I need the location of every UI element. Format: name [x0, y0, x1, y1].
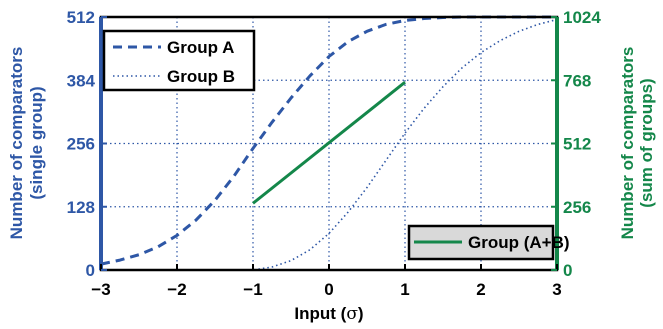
series-line-group-a-b	[252, 81, 406, 205]
legend-group-a-label: Group A	[167, 38, 234, 57]
x-tick-label: −2	[167, 280, 186, 299]
x-axis-label-symbol: σ	[346, 304, 358, 324]
y-right-axis-label-line1: Number of comparators	[618, 47, 637, 240]
legend-bottom: Group (A+B)	[407, 224, 570, 261]
y-right-tick-label: 256	[563, 198, 591, 217]
y-left-axis-label-line2: (single group)	[27, 86, 46, 199]
x-tick-label: −3	[91, 280, 110, 299]
y-left-tick-label: 0	[86, 261, 95, 280]
y-right-axis-label-line2: (sum of groups)	[637, 78, 656, 207]
x-tick-label: 2	[476, 280, 485, 299]
y-left-tick-label: 512	[67, 8, 95, 27]
x-tick-label: 0	[324, 280, 333, 299]
y-right-tick-label: 512	[563, 135, 591, 154]
legend-group-ab-label: Group (A+B)	[468, 233, 570, 252]
legend-group-b-label: Group B	[167, 67, 235, 86]
y-left-tick-label: 256	[67, 135, 95, 154]
legend-top: Group A Group B	[102, 29, 256, 92]
y-right-tick-label: 0	[563, 261, 572, 280]
y-right-tick-label: 768	[563, 71, 591, 90]
x-axis-label-text: Input (	[294, 304, 346, 323]
x-axis-label-close: )	[358, 304, 364, 323]
x-axis-label: Input (σ)	[294, 304, 363, 324]
x-tick-label: 1	[400, 280, 409, 299]
tick-marks	[100, 16, 558, 271]
legend-top-box	[102, 29, 256, 92]
series-line-group-a	[100, 15, 557, 266]
y-left-tick-label: 384	[67, 71, 96, 90]
x-tick-label: −1	[243, 280, 262, 299]
y-right-tick-label: 1024	[563, 8, 601, 27]
x-tick-label: 3	[552, 280, 561, 299]
y-left-axis-label-line1: Number of comparators	[7, 47, 26, 240]
y-left-tick-label: 128	[67, 198, 95, 217]
